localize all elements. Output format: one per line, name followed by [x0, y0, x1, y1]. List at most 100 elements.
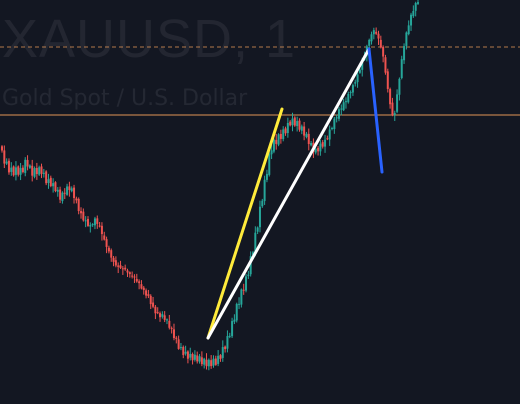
candle-body [275, 139, 278, 144]
candle-body [49, 177, 52, 187]
candle-body [80, 211, 83, 214]
candle-body [410, 14, 413, 26]
candle-body [214, 358, 217, 365]
candle-body [235, 303, 238, 321]
candle-body [140, 284, 143, 289]
candle-body [82, 211, 85, 221]
candle-body [98, 225, 101, 227]
candle-body [386, 71, 389, 89]
candle-body [110, 250, 113, 258]
candle-body [328, 129, 331, 140]
candle-body [198, 356, 201, 362]
candle-body [368, 39, 371, 46]
candle-body [119, 265, 122, 268]
candle-body [398, 78, 401, 95]
candle-body [73, 187, 76, 199]
candle-body [226, 336, 229, 349]
candle-body [270, 150, 273, 155]
candle-body [340, 108, 343, 110]
candle-body [3, 150, 6, 164]
white-trendline[interactable] [206, 47, 371, 340]
candle-body [19, 168, 22, 175]
candle-body [212, 358, 215, 366]
price-levels [0, 46, 520, 116]
candle-body [245, 276, 248, 291]
candle-body [5, 161, 8, 164]
candle-body [145, 290, 148, 296]
candle-body [296, 121, 299, 126]
candle-body [114, 260, 117, 266]
candle-body [231, 321, 234, 337]
candle-body [124, 267, 127, 270]
drawings-group [206, 47, 384, 340]
candle-body [10, 167, 13, 172]
candle-body [121, 268, 124, 270]
blue-trendline[interactable] [367, 47, 384, 174]
candle-body [107, 247, 110, 252]
candle-body [86, 218, 89, 226]
candle-body [161, 314, 164, 317]
candle-body [291, 118, 294, 126]
candle-body [163, 315, 166, 320]
candle-body [389, 89, 392, 105]
candle-body [89, 224, 92, 227]
candle-body [379, 39, 382, 48]
candle-body [414, 3, 417, 11]
candle-body [56, 189, 59, 192]
candle-body [407, 25, 410, 35]
candle-body [344, 101, 347, 103]
candle-body [12, 166, 15, 176]
candle-body [175, 337, 178, 339]
candle-body [254, 232, 257, 252]
candle-body [200, 357, 203, 365]
candle-body [219, 355, 222, 359]
candle-body [179, 347, 182, 349]
candle-body [54, 182, 57, 191]
candle-body [159, 313, 162, 318]
candle-body [282, 129, 285, 140]
candle-body [170, 327, 173, 329]
candles-group [1, 0, 419, 371]
candle-body [35, 167, 38, 174]
candle-body [210, 360, 213, 367]
candle-body [382, 46, 385, 57]
candle-body [205, 359, 208, 367]
candle-body [251, 252, 254, 256]
candle-body [193, 354, 196, 360]
candle-body [1, 146, 3, 151]
candle-body [351, 85, 354, 93]
candle-body [103, 235, 106, 240]
candle-body [191, 353, 194, 361]
yellow-trendline[interactable] [206, 107, 284, 340]
candle-body [168, 320, 171, 328]
candle-body [21, 167, 24, 173]
candle-body [417, 2, 419, 4]
candle-body [47, 179, 50, 183]
candle-body [361, 61, 364, 70]
candle-body [321, 142, 324, 147]
candle-body [128, 272, 131, 275]
candle-body [96, 218, 99, 224]
candle-body [152, 302, 155, 307]
candle-body [372, 30, 375, 35]
candle-body [172, 329, 175, 339]
candle-body [196, 355, 199, 362]
candle-body [377, 33, 380, 39]
candle-body [324, 139, 327, 147]
candle-body [356, 74, 359, 83]
candle-body [370, 34, 373, 42]
candle-body [189, 353, 192, 358]
candle-body [224, 346, 227, 350]
candle-body [277, 134, 280, 145]
candle-body [135, 278, 138, 282]
candle-body [349, 92, 352, 94]
candle-body [289, 121, 292, 126]
candle-body [77, 198, 80, 212]
candle-body [17, 166, 20, 175]
candle-body [307, 133, 310, 145]
candle-body [142, 287, 145, 291]
candle-body [14, 167, 17, 175]
candle-body [249, 256, 252, 275]
